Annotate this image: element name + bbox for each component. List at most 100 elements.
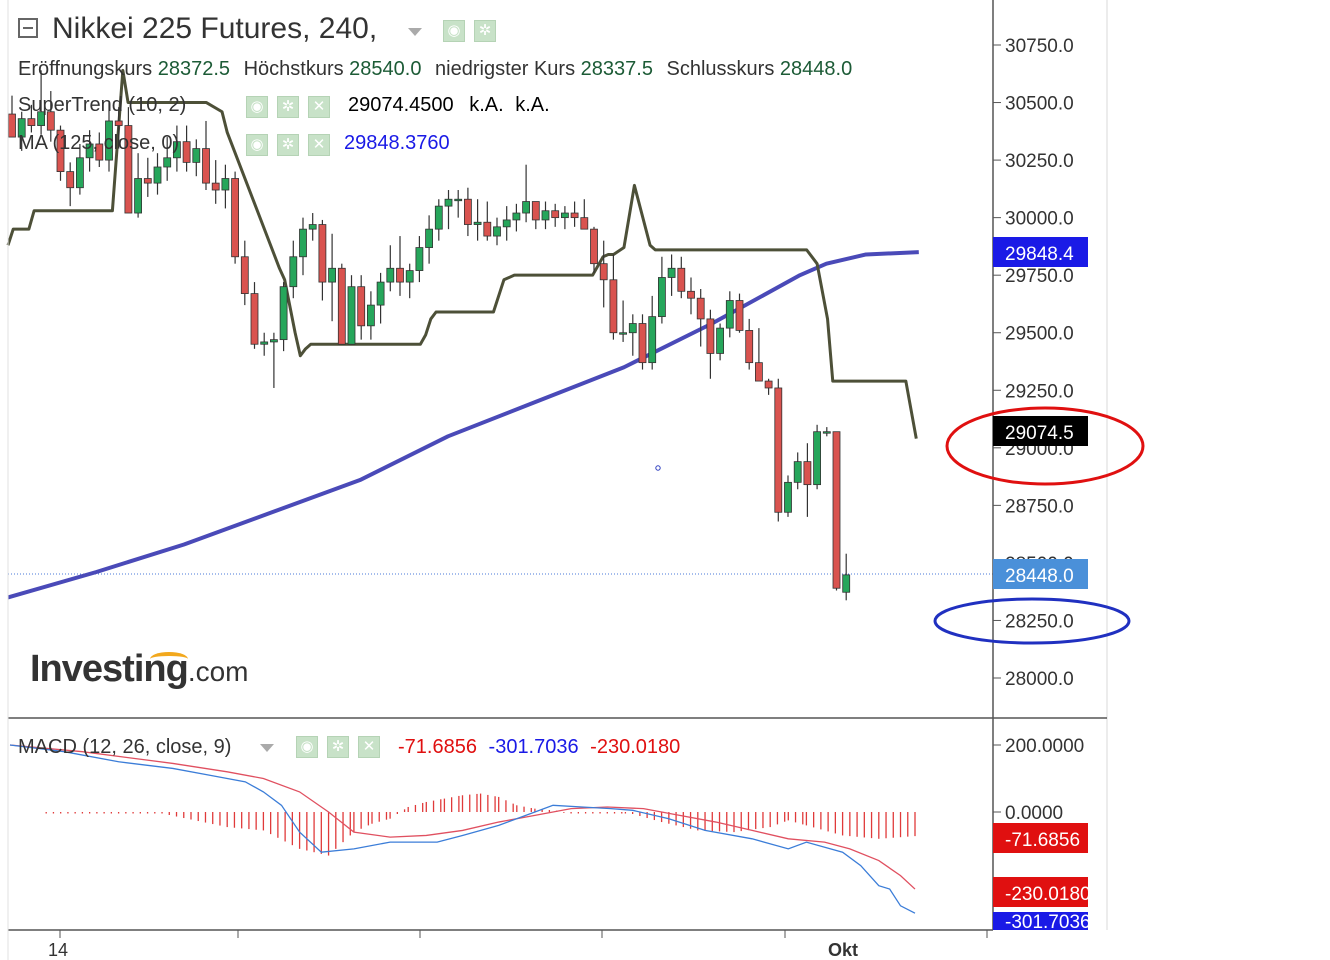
macd-hist-value: -71.6856 bbox=[398, 736, 477, 758]
candle-down bbox=[231, 178, 240, 258]
macd-line bbox=[9, 744, 916, 914]
price-tick-label: 30500.0 bbox=[1005, 94, 1074, 115]
macd-hist-tag-bg bbox=[993, 823, 1088, 853]
price-tick-label: 30000.0 bbox=[1005, 209, 1074, 230]
candle-up bbox=[725, 300, 734, 329]
candle-down bbox=[124, 125, 133, 214]
candle-down bbox=[463, 198, 472, 225]
candle-up bbox=[279, 286, 288, 341]
time-tick-label: Okt bbox=[828, 940, 858, 960]
candle-up bbox=[784, 481, 792, 513]
blue-ellipse-annotation bbox=[933, 597, 1131, 645]
dropdown-caret-icon[interactable] bbox=[408, 28, 422, 36]
price-tick-label: 28000.0 bbox=[1005, 669, 1074, 690]
supertrend-price-tag: 29074.5 bbox=[1005, 423, 1074, 444]
candle-down bbox=[27, 118, 36, 126]
candle-down bbox=[832, 431, 841, 589]
red-ellipse-annotation bbox=[945, 406, 1145, 486]
supertrend-legend[interactable]: SuperTrend (10, 2) bbox=[18, 94, 186, 117]
macd-line-value: -301.7036 bbox=[488, 736, 579, 758]
candle-up bbox=[444, 198, 453, 207]
ma-value: 29848.3760 bbox=[344, 132, 450, 154]
candle-down bbox=[638, 323, 647, 364]
settings-eye-icon[interactable]: ◉ bbox=[246, 134, 268, 156]
settings-eye-icon[interactable]: ◉ bbox=[296, 736, 318, 758]
candle-up bbox=[658, 277, 666, 318]
candle-up bbox=[192, 148, 201, 163]
candle-down bbox=[95, 143, 104, 161]
candle-down bbox=[357, 286, 366, 327]
candle-down bbox=[531, 201, 540, 221]
candle-down bbox=[570, 212, 579, 219]
close-icon[interactable]: ✕ bbox=[358, 736, 380, 758]
candle-up bbox=[473, 221, 482, 225]
macd-hist-tag: -71.6856 bbox=[1005, 830, 1080, 851]
candle-up bbox=[269, 339, 278, 343]
candle-down bbox=[609, 279, 618, 334]
candle-down bbox=[774, 387, 783, 513]
ohlc-row: Eröffnungskurs 28372.5 Höchstkurs 28540.… bbox=[18, 58, 860, 81]
candle-down bbox=[599, 263, 608, 281]
dropdown-caret-icon[interactable] bbox=[260, 744, 274, 752]
ma-price-tag-bg bbox=[993, 237, 1088, 267]
macd-signal-line bbox=[9, 744, 916, 890]
candle-up bbox=[512, 212, 521, 221]
candle-down bbox=[755, 362, 763, 382]
macd-line-tag: -301.7036 bbox=[1005, 912, 1091, 933]
candle-down bbox=[250, 293, 259, 345]
candle-down bbox=[551, 210, 560, 219]
gear-icon[interactable]: ✲ bbox=[327, 736, 349, 758]
candle-down bbox=[240, 256, 249, 294]
close-icon[interactable]: ✕ bbox=[308, 96, 330, 118]
candle-down bbox=[483, 221, 492, 237]
candle-down bbox=[745, 330, 754, 364]
candle-up bbox=[454, 198, 463, 202]
candle-up bbox=[328, 267, 337, 283]
candle-up bbox=[376, 281, 385, 306]
time-tick-label: 14 bbox=[48, 940, 68, 960]
ma-legend[interactable]: MA (125, close, 0) bbox=[18, 132, 179, 155]
candle-down bbox=[735, 300, 744, 331]
ohlc-close-value: 28448.0 bbox=[779, 58, 853, 80]
macd-legend[interactable]: MACD (12, 26, close, 9) bbox=[18, 736, 231, 759]
price-tick-label: 28750.0 bbox=[1005, 496, 1074, 517]
settings-eye-icon[interactable]: ◉ bbox=[443, 20, 465, 42]
ma-label: MA (125, close, 0) bbox=[18, 132, 180, 154]
price-tick-label: 30250.0 bbox=[1005, 151, 1074, 172]
candle-up bbox=[308, 224, 317, 230]
ohlc-open-label: Eröffnungskurs bbox=[18, 58, 153, 80]
candle-up bbox=[522, 201, 530, 214]
candle-up bbox=[172, 141, 181, 159]
macd-tick-label: 0.0000 bbox=[1005, 803, 1063, 824]
macd-line-tag-bg bbox=[993, 912, 1088, 930]
candle-up bbox=[667, 267, 676, 278]
candle-up bbox=[842, 574, 851, 593]
candle-down bbox=[318, 224, 327, 283]
gear-icon[interactable]: ✲ bbox=[277, 134, 299, 156]
candle-down bbox=[66, 171, 75, 189]
ma-line bbox=[7, 250, 919, 600]
candle-up bbox=[425, 228, 434, 248]
candle-down bbox=[580, 217, 589, 230]
gear-icon[interactable]: ✲ bbox=[474, 20, 496, 42]
candle-up bbox=[289, 256, 298, 288]
settings-eye-icon[interactable]: ◉ bbox=[246, 96, 268, 118]
candle-up bbox=[386, 267, 395, 283]
collapse-icon[interactable] bbox=[18, 18, 38, 38]
last-price-tag-bg bbox=[993, 559, 1088, 589]
chart-title: Nikkei 225 Futures, 240, bbox=[52, 12, 378, 45]
last-price-tag: 28448.0 bbox=[1005, 566, 1074, 587]
marker-dot bbox=[655, 465, 661, 471]
ohlc-low-value: 28337.5 bbox=[580, 58, 653, 80]
candle-up bbox=[221, 178, 230, 191]
logo-domain: .com bbox=[187, 656, 249, 687]
ohlc-high-value: 28540.0 bbox=[349, 58, 422, 80]
candle-down bbox=[803, 461, 812, 486]
candle-down bbox=[590, 228, 598, 265]
logo-swoosh-icon bbox=[150, 652, 188, 666]
gear-icon[interactable]: ✲ bbox=[277, 96, 299, 118]
close-icon[interactable]: ✕ bbox=[308, 134, 330, 156]
candle-up bbox=[17, 118, 26, 138]
candle-down bbox=[182, 141, 191, 163]
